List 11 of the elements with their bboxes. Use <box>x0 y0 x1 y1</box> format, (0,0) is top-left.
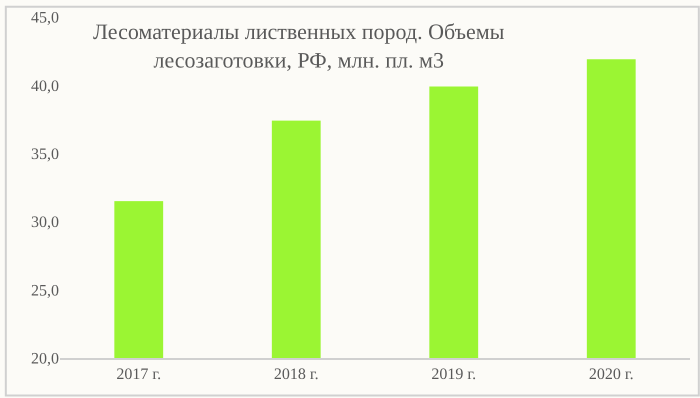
x-tick-label: 2019 г. <box>431 366 476 383</box>
y-tick-label: 35,0 <box>31 146 59 163</box>
x-tick-label: 2020 г. <box>588 366 634 383</box>
y-tick-label: 25,0 <box>31 282 59 300</box>
y-tick-label: 40,0 <box>31 78 59 95</box>
x-tick-label: 2017 г. <box>116 366 162 383</box>
text: Лесоматериалы лиственных пород. Объемы лесозаготовки, РФ, млн. пл. м3 <box>93 19 505 73</box>
y-tick-label: 20,0 <box>31 350 59 368</box>
y-tick-label: 30,0 <box>31 214 59 232</box>
x-tick-label: 2018 г. <box>274 366 319 383</box>
y-tick-label: 45,0 <box>31 10 59 27</box>
